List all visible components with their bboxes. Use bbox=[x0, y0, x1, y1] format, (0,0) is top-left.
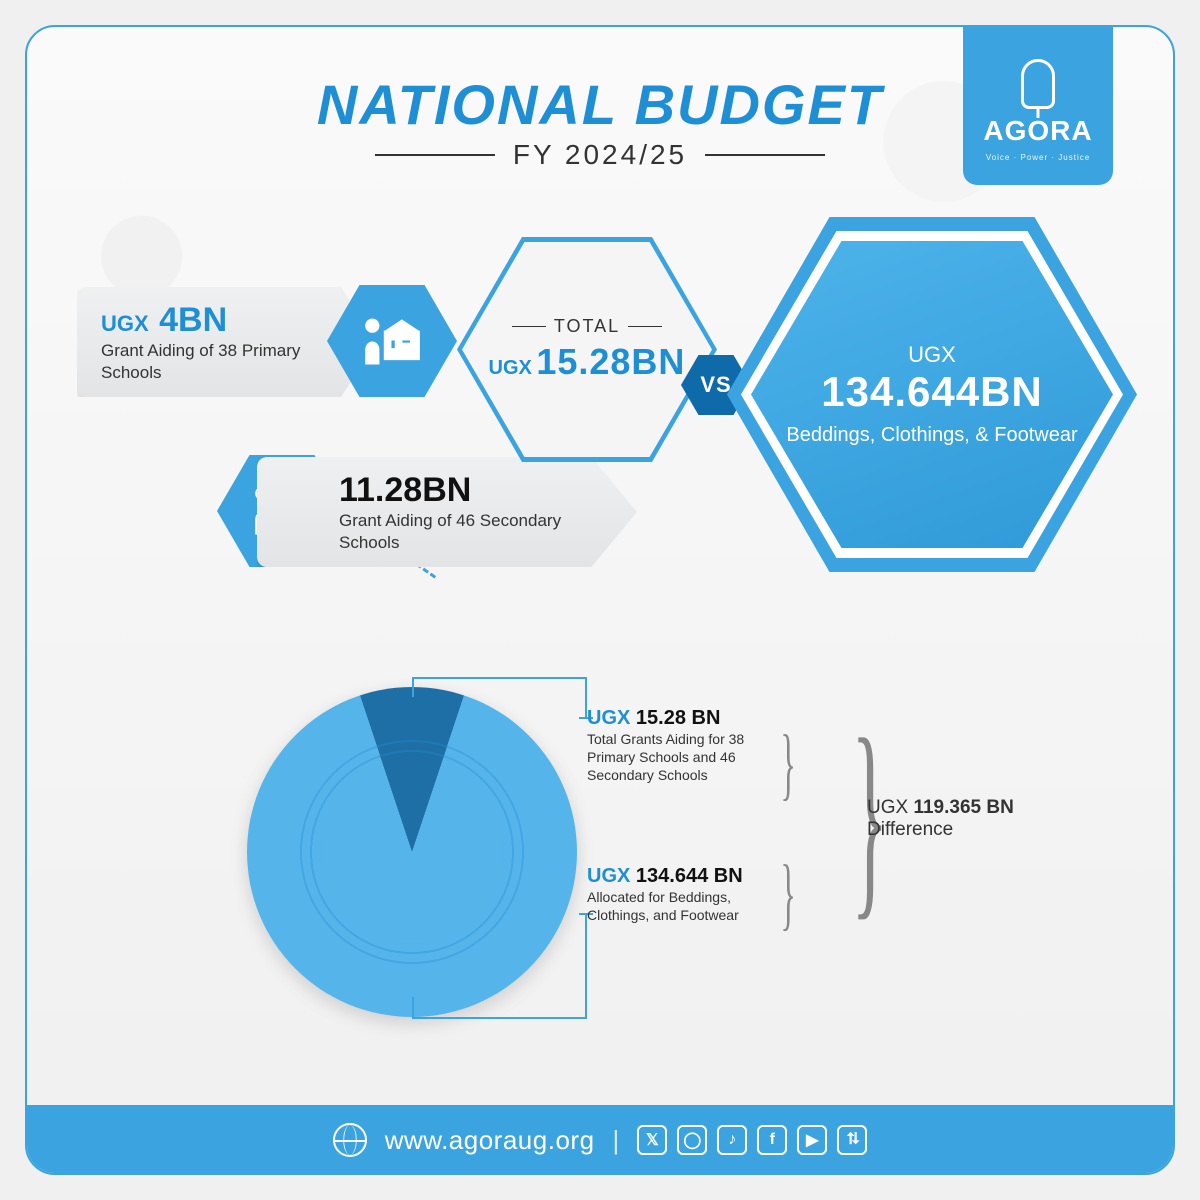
secondary-desc: Grant Aiding of 46 Secondary Schools bbox=[339, 510, 577, 553]
footer: www.agoraug.org | 𝕏 ◯ ♪ f ▶ ⮁ bbox=[25, 1105, 1175, 1175]
primary-currency: UGX bbox=[101, 311, 149, 336]
comparison-desc: Beddings, Clothings, & Footwear bbox=[786, 422, 1077, 448]
tiktok-icon[interactable]: ♪ bbox=[717, 1125, 747, 1155]
pie-chart bbox=[247, 687, 577, 1017]
globe-icon bbox=[333, 1123, 367, 1157]
total-amount: 15.28BN bbox=[536, 341, 685, 382]
pie-labels: UGX 15.28 BN Total Grants Aiding for 38 … bbox=[587, 707, 887, 964]
footer-url[interactable]: www.agoraug.org bbox=[385, 1125, 595, 1156]
difference-value: 119.365 BN bbox=[913, 797, 1013, 818]
difference-text: Difference bbox=[867, 819, 953, 840]
comparison-amount: 134.644BN bbox=[821, 368, 1042, 416]
difference-label: UGX 119.365 BN Difference bbox=[867, 797, 1107, 841]
total-currency: UGX bbox=[489, 357, 532, 379]
brand-tab: AGORA Voice · Power · Justice bbox=[963, 25, 1113, 185]
label-b-value: 134.644 BN bbox=[636, 865, 743, 887]
label-b-desc: Allocated for Beddings, Clothings, and F… bbox=[587, 888, 787, 924]
page-frame: AGORA Voice · Power · Justice NATIONAL B… bbox=[25, 25, 1175, 1175]
difference-currency: UGX bbox=[867, 797, 908, 818]
brace-icon: } bbox=[781, 719, 796, 810]
page-subtitle: FY 2024/25 bbox=[513, 139, 687, 171]
pie-section: UGX 15.28 BN Total Grants Aiding for 38 … bbox=[27, 677, 1173, 1097]
primary-desc: Grant Aiding of 38 Primary Schools bbox=[101, 340, 317, 383]
leader-line bbox=[412, 677, 414, 697]
brand-mic-icon bbox=[1021, 59, 1055, 109]
leader-line bbox=[412, 1017, 587, 1019]
primary-amount: 4BN bbox=[159, 301, 227, 339]
brand-name: AGORA bbox=[983, 115, 1092, 147]
label-a-desc: Total Grants Aiding for 38 Primary Schoo… bbox=[587, 730, 787, 785]
total-label: TOTAL bbox=[554, 316, 620, 337]
facebook-icon[interactable]: f bbox=[757, 1125, 787, 1155]
rule-left bbox=[375, 154, 495, 156]
soundwave-icon[interactable]: ⮁ bbox=[837, 1125, 867, 1155]
brace-icon: } bbox=[781, 849, 796, 940]
label-b-currency: UGX bbox=[587, 865, 630, 887]
rule-right bbox=[705, 154, 825, 156]
x-icon[interactable]: 𝕏 bbox=[637, 1125, 667, 1155]
pie-label-a: UGX 15.28 BN Total Grants Aiding for 38 … bbox=[587, 707, 887, 785]
secondary-amount: 11.28BN bbox=[339, 471, 471, 509]
label-a-value: 15.28 BN bbox=[636, 707, 721, 729]
youtube-icon[interactable]: ▶ bbox=[797, 1125, 827, 1155]
social-icons: 𝕏 ◯ ♪ f ▶ ⮁ bbox=[637, 1125, 867, 1155]
comparison-currency: UGX bbox=[908, 342, 956, 368]
total-hex: TOTAL UGX 15.28BN bbox=[457, 237, 717, 462]
comparison-diagram: UGX 4BN Grant Aiding of 38 Primary Schoo… bbox=[27, 247, 1173, 667]
secondary-schools-tag: 11.28BN Grant Aiding of 46 Secondary Sch… bbox=[257, 457, 637, 567]
label-a-currency: UGX bbox=[587, 707, 630, 729]
brand-tagline: Voice · Power · Justice bbox=[986, 153, 1090, 162]
leader-line bbox=[412, 997, 414, 1017]
pie-label-b: UGX 134.644 BN Allocated for Beddings, C… bbox=[587, 865, 887, 924]
comparison-hex: UGX 134.644BN Beddings, Clothings, & Foo… bbox=[727, 217, 1137, 572]
footer-separator: | bbox=[613, 1125, 620, 1156]
instagram-icon[interactable]: ◯ bbox=[677, 1125, 707, 1155]
leader-line bbox=[412, 677, 587, 679]
